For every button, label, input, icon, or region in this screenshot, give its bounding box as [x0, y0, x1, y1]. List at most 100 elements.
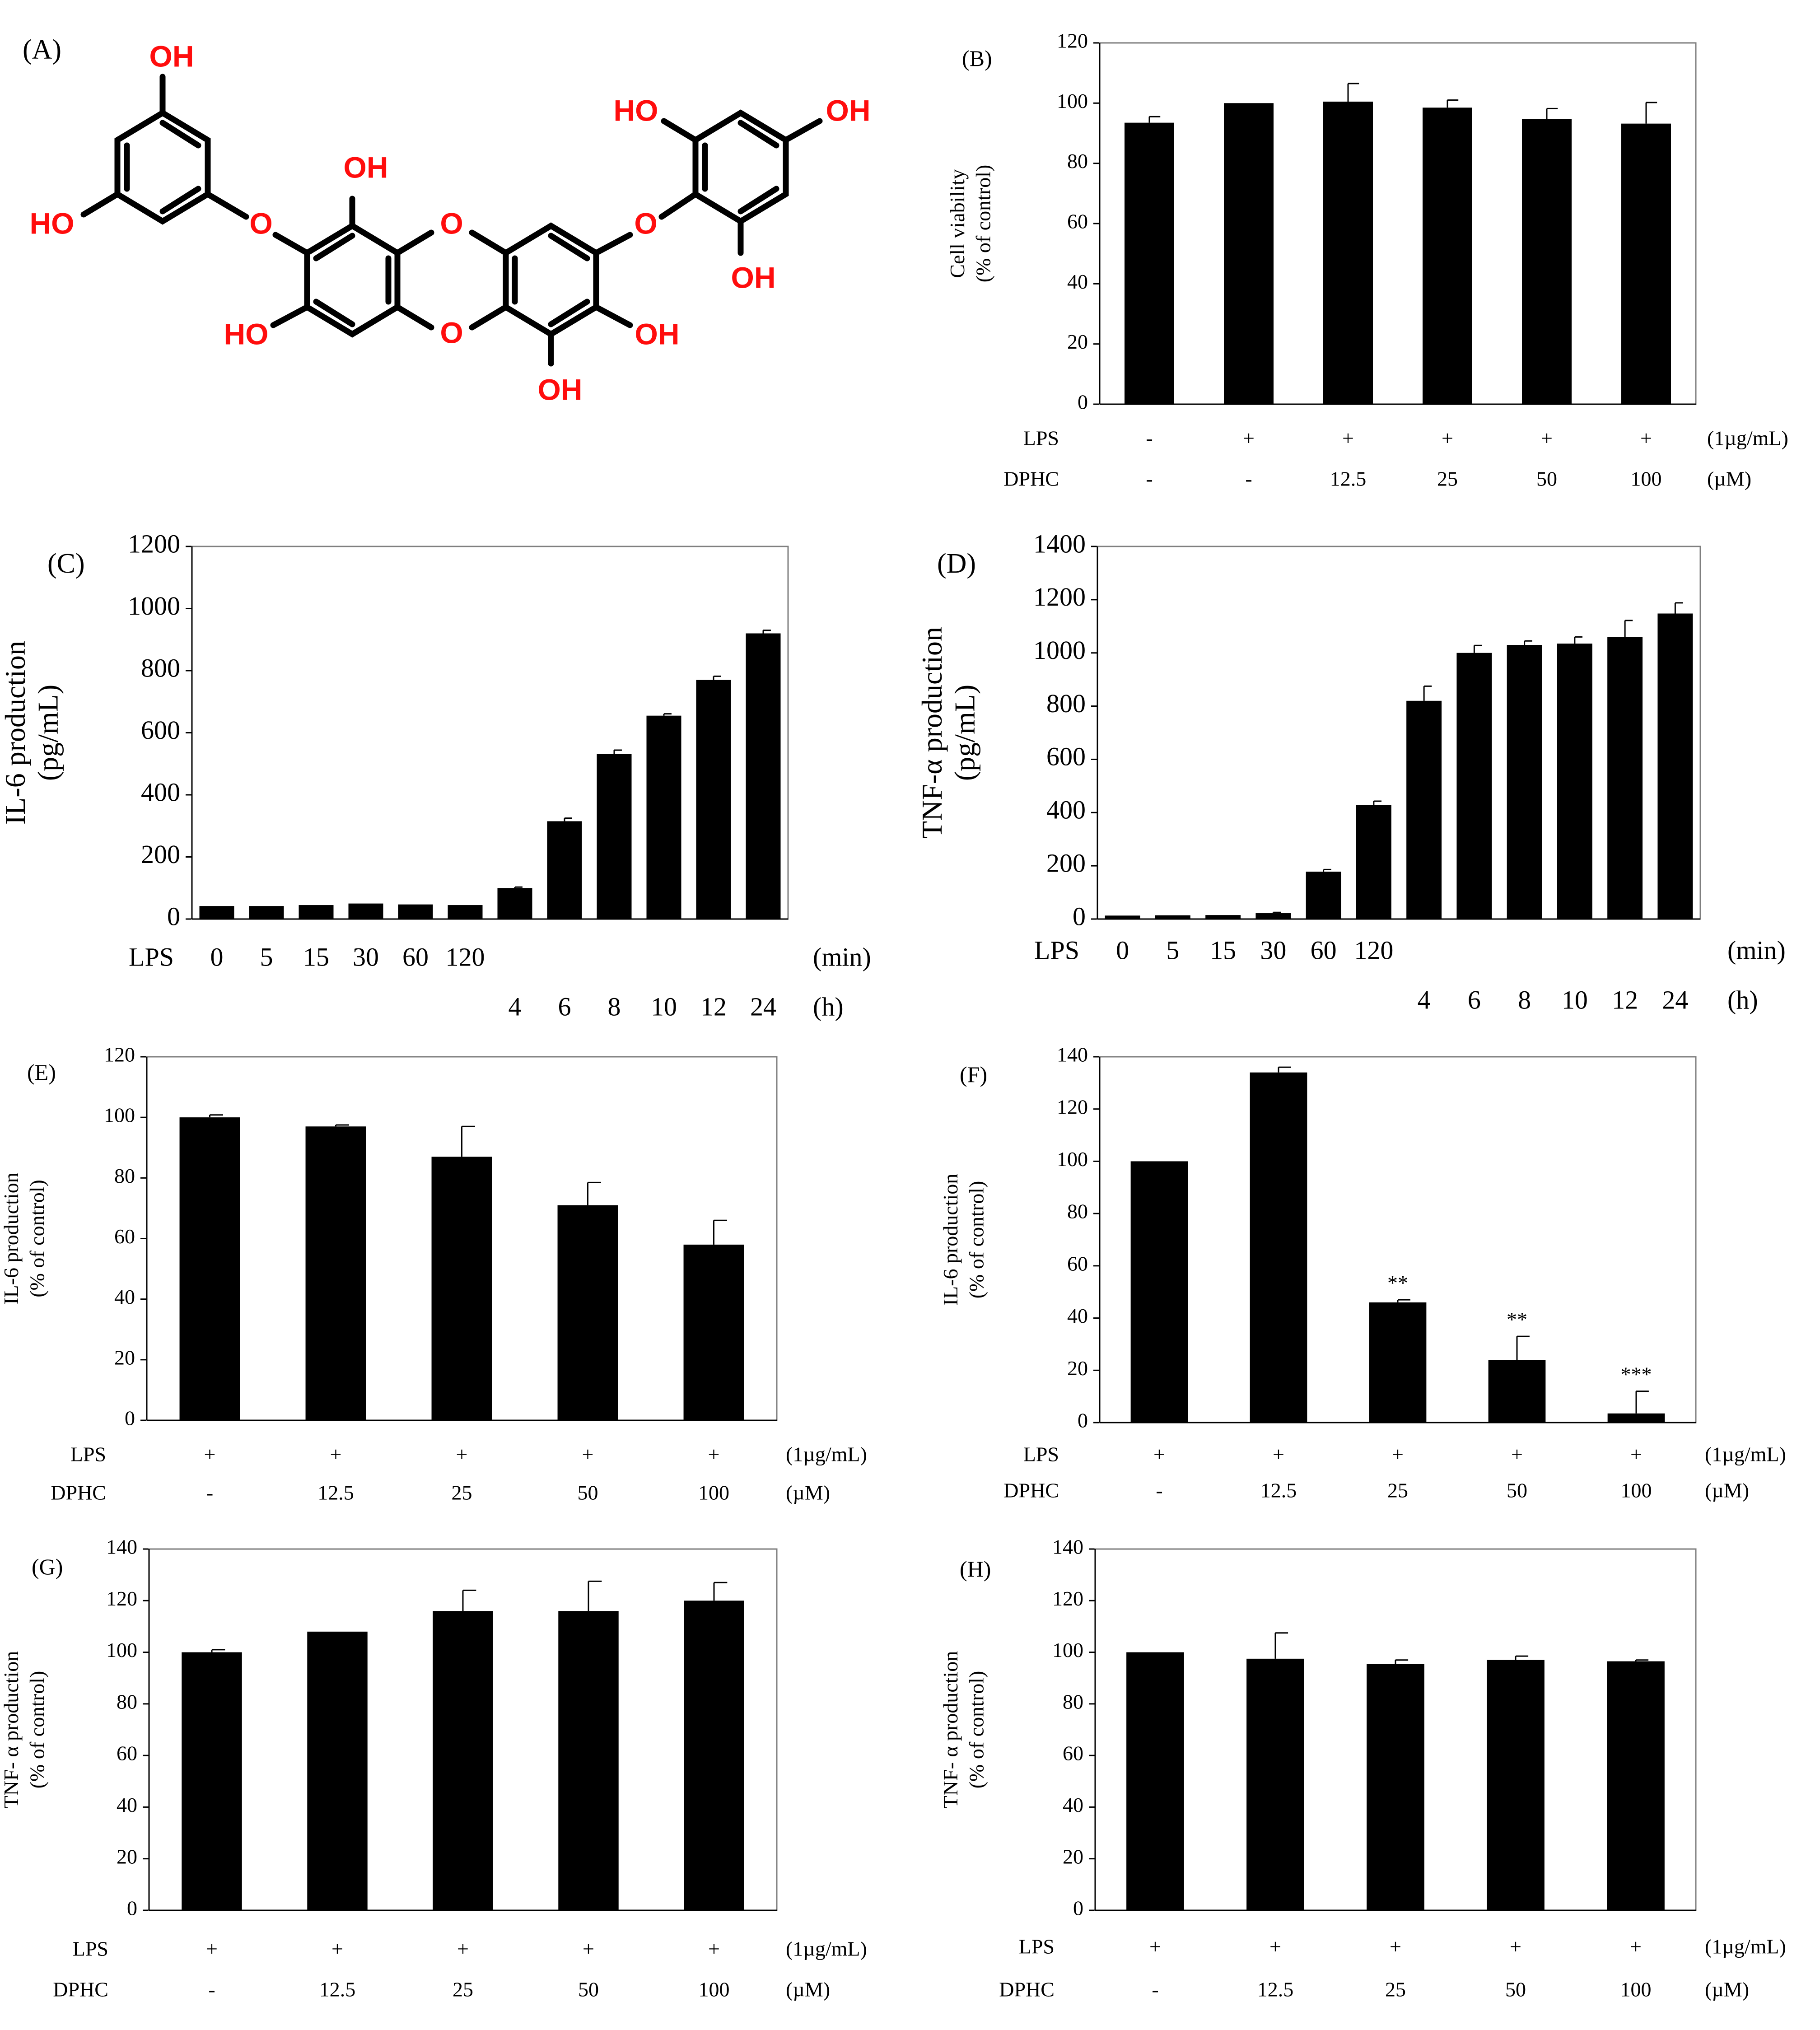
bar — [348, 903, 383, 919]
y-tick-label: 20 — [1067, 330, 1088, 353]
x-tick-label: + — [1243, 427, 1255, 450]
x-tick-label: - — [1146, 427, 1153, 450]
row-label: LPS — [1023, 427, 1059, 450]
x-tick-label: 5 — [1166, 935, 1179, 965]
atom-label: OH — [538, 373, 583, 406]
bond — [658, 191, 699, 220]
atom-label: OH — [344, 150, 388, 184]
bond — [159, 120, 201, 149]
bar — [597, 754, 632, 919]
x-tick-label: + — [1273, 1443, 1284, 1466]
row-label: LPS — [1034, 935, 1079, 965]
x-tick-label: 0 — [1116, 935, 1129, 965]
row-unit: (1µg/mL) — [1705, 1935, 1786, 1958]
x-tick-label: 50 — [578, 1481, 598, 1504]
y-tick-label: 120 — [106, 1587, 137, 1610]
x-tick-label: + — [708, 1443, 720, 1466]
panel-b-chart: (B) 0 20 40 60 80 100 120 Cell viability (% of co… — [946, 29, 1788, 490]
bond — [548, 299, 590, 327]
x-tick-label: 24 — [1662, 985, 1688, 1014]
panel-label-a: (A) — [23, 34, 61, 65]
x-tick-label: 100 — [1620, 1978, 1652, 2001]
x-tick-label: + — [1342, 427, 1354, 450]
y-tick-label: 120 — [1057, 29, 1088, 52]
bar — [1155, 915, 1190, 919]
atom-label: O — [440, 206, 463, 240]
x-tick-label: + — [708, 1937, 720, 1960]
y-tick-label: 600 — [1046, 742, 1086, 771]
row-label: LPS — [73, 1937, 108, 1960]
y-tick-label: 60 — [117, 1742, 137, 1765]
x-tick-label: 60 — [402, 942, 429, 971]
x-tick-label: 120 — [1354, 935, 1393, 965]
bar — [182, 1652, 242, 1910]
x-tick-label: + — [1630, 1935, 1642, 1958]
panel-label: (G) — [32, 1554, 63, 1579]
bar — [1125, 122, 1174, 405]
y-axis-title: TNF- α production (% of control) — [939, 1651, 988, 1809]
panel-e-chart: (E) 0 20 40 60 80 100 120 IL-6 production (% of c… — [0, 1043, 867, 1504]
x-tick-label: 50 — [1536, 467, 1557, 490]
y-tick-label: 1000 — [128, 591, 180, 621]
panel-f-chart: (F) 0 20 40 60 80 100 120 140 IL-6 production (% o… — [939, 1043, 1786, 1502]
x-tick-label: + — [1392, 1443, 1404, 1466]
bar — [1522, 119, 1572, 405]
bar — [497, 888, 532, 919]
bond — [692, 109, 789, 225]
y-tick-label: 0 — [1073, 901, 1086, 931]
x-tick-label: 60 — [1311, 935, 1337, 965]
bar — [1657, 613, 1693, 919]
bond — [270, 304, 310, 328]
panel-label: (D) — [937, 548, 976, 579]
bar — [1323, 102, 1373, 404]
bar — [557, 1205, 618, 1420]
y-axis-title: Cell viability (% of control) — [946, 165, 995, 283]
y-tick-label: 80 — [1067, 149, 1088, 173]
x-tick-label: + — [1442, 427, 1453, 450]
row-unit: (µM) — [786, 1978, 830, 2001]
plot-frame — [1099, 42, 1697, 405]
y-tick-label: 60 — [1067, 210, 1088, 233]
bar — [547, 821, 582, 919]
y-tick-label: 800 — [141, 653, 180, 682]
y-tick-label: 20 — [1067, 1357, 1088, 1380]
unit-label-h: (h) — [813, 992, 844, 1021]
bar — [307, 1631, 368, 1910]
row-unit: (1µg/mL) — [786, 1937, 867, 1960]
x-tick-label: 30 — [353, 942, 379, 971]
bond — [272, 232, 310, 256]
bar — [1367, 1664, 1424, 1910]
x-tick-label: + — [1390, 1935, 1401, 1958]
significance-label: ** — [1507, 1308, 1527, 1331]
x-tick-label: + — [204, 1443, 216, 1466]
y-axis-label: TNF-α production — [916, 627, 948, 839]
row-unit: (1µg/mL) — [1705, 1443, 1786, 1466]
x-tick-label: 25 — [1437, 467, 1458, 490]
bond — [469, 229, 509, 256]
x-tick-label: 12 — [700, 992, 727, 1021]
unit-label-min: (min) — [813, 942, 871, 971]
bar — [299, 905, 334, 919]
row-label: DPHC — [999, 1978, 1055, 2001]
x-tick-label: - — [1156, 1479, 1162, 1502]
x-tick-label: 25 — [453, 1978, 473, 2001]
y-tick-label: 1400 — [1033, 529, 1086, 558]
x-tick-label: 100 — [1631, 467, 1662, 490]
x-tick-label: 12.5 — [317, 1481, 354, 1504]
x-tick-label: 15 — [1210, 935, 1236, 965]
x-tick-label: + — [1541, 427, 1553, 450]
y-tick-label: 100 — [104, 1104, 135, 1127]
bar — [1356, 805, 1391, 919]
molecule-atoms: OH HO O OH O O O HO OH HO OH OH OH — [30, 39, 871, 406]
bond — [593, 232, 633, 256]
bar — [1130, 1161, 1188, 1423]
y-tick-label: 20 — [117, 1845, 137, 1868]
x-tick-label: 12 — [1612, 985, 1638, 1014]
x-tick-label: 8 — [1518, 985, 1531, 1014]
y-axis-title: IL-6 production (pg/mL) — [0, 641, 64, 825]
y-tick-label: 40 — [1063, 1793, 1083, 1816]
bar — [696, 680, 731, 919]
bond — [503, 222, 599, 338]
x-tick-label: + — [1510, 1935, 1521, 1958]
x-tick-label: 12.5 — [1330, 467, 1367, 490]
